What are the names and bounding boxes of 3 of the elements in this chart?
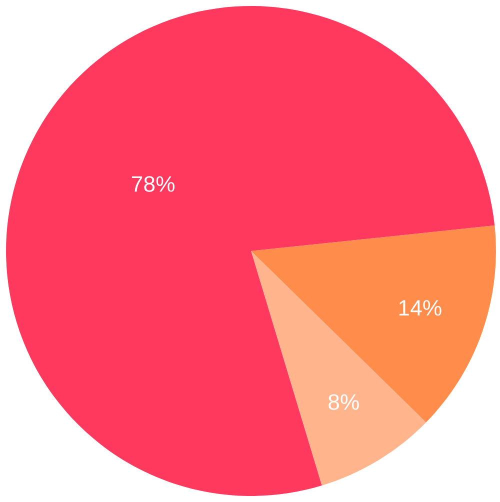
data-label: 14% bbox=[399, 300, 442, 316]
data-label: 78% bbox=[132, 176, 175, 192]
data-label: 8% bbox=[328, 394, 359, 410]
